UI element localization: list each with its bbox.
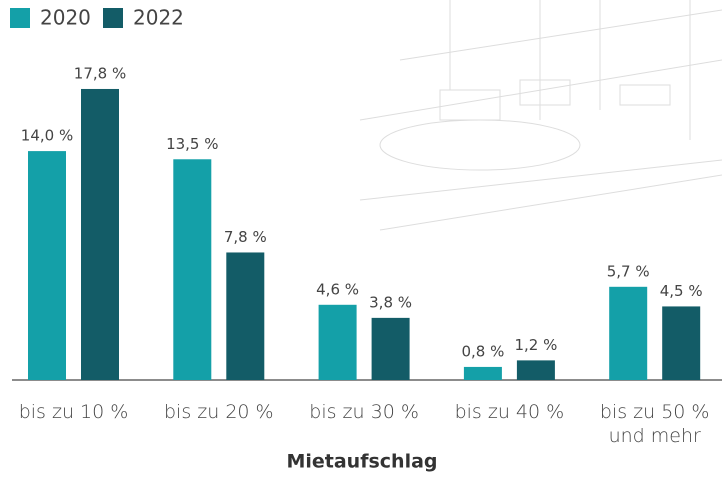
bar <box>463 366 502 380</box>
x-tick-label: bis zu 50 % und mehr <box>599 401 710 447</box>
value-label: 4,5 % <box>660 282 703 300</box>
bar <box>662 306 701 380</box>
value-label: 3,8 % <box>369 293 412 311</box>
legend-swatch <box>103 8 123 28</box>
bar <box>226 252 265 380</box>
value-label: 17,8 % <box>74 64 126 82</box>
value-label: 7,8 % <box>224 228 267 246</box>
legend-label: 2022 <box>133 6 184 30</box>
bar <box>28 151 66 380</box>
x-tick-label: bis zu 30 % <box>309 401 419 423</box>
bar <box>609 286 648 380</box>
bar <box>173 159 212 380</box>
x-tick-label: bis zu 10 % <box>18 401 129 423</box>
bar <box>81 88 119 380</box>
bar <box>318 304 357 380</box>
value-label: 14,0 % <box>21 127 73 145</box>
background-sketch <box>359 0 722 231</box>
value-label: 5,7 % <box>607 262 650 280</box>
bar <box>516 360 555 380</box>
x-tick-label: bis zu 20 % <box>163 401 274 423</box>
value-label: 4,6 % <box>316 280 359 298</box>
x-axis-label: Mietaufschlag <box>286 451 437 473</box>
value-label: 13,5 % <box>166 135 218 153</box>
legend-swatch <box>10 8 30 28</box>
value-label: 1,2 % <box>514 336 557 354</box>
legend-label: 2020 <box>40 6 91 30</box>
bar <box>371 317 410 380</box>
value-label: 0,8 % <box>461 342 504 360</box>
x-tick-label: bis zu 40 % <box>454 401 565 423</box>
